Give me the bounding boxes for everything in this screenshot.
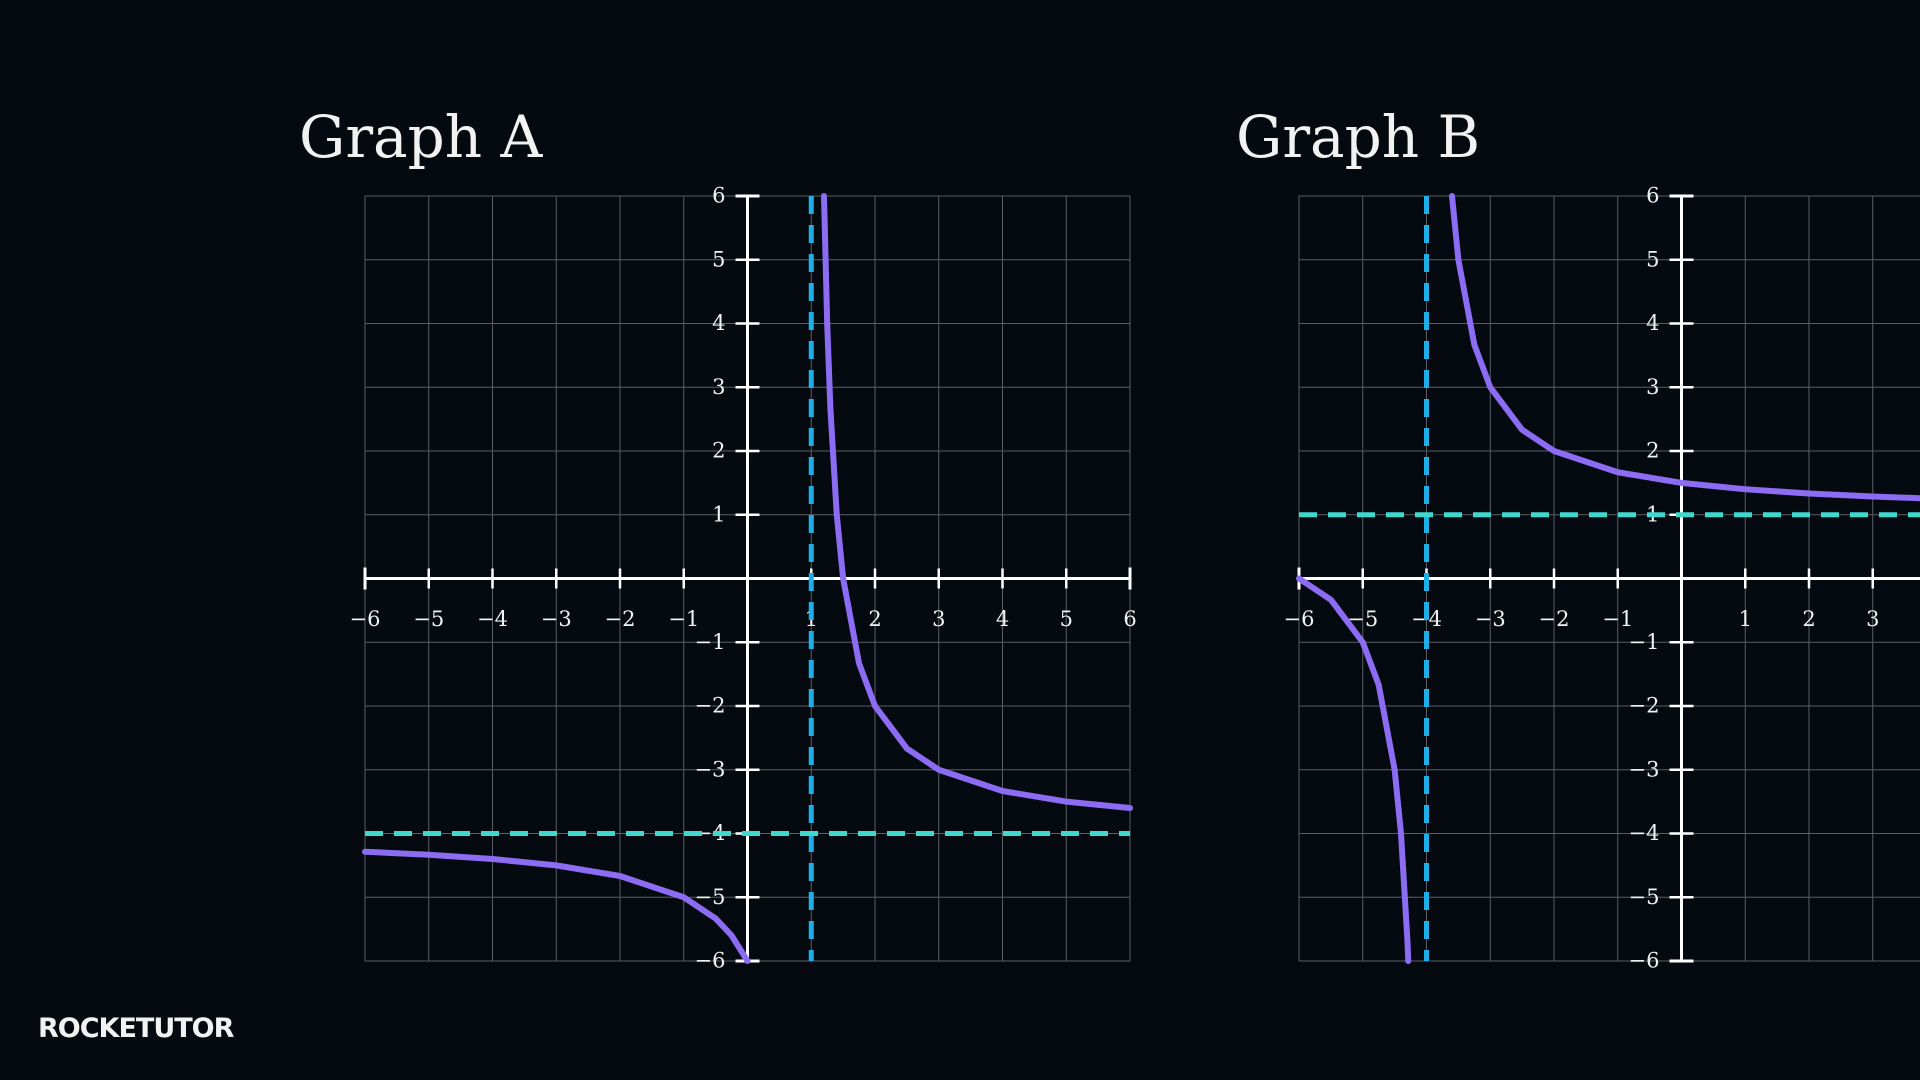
y-tick-label: 3: [1646, 375, 1659, 399]
y-tick-label: 6: [1646, 184, 1659, 208]
y-tick-label: −4: [1629, 821, 1660, 845]
y-tick-label: −3: [1629, 757, 1660, 781]
y-tick-label: −3: [695, 757, 726, 781]
x-tick-label: −6: [350, 607, 381, 631]
y-tick-label: 6: [712, 184, 725, 208]
curve: [362, 193, 1133, 964]
x-tick-label: −3: [541, 607, 572, 631]
x-tick-label: −2: [605, 607, 636, 631]
x-tick-label: −1: [1602, 607, 1633, 631]
y-tick-label: −6: [1629, 949, 1660, 973]
chart: Graph A−6−5−4−3−2−1123456−6−5−4−3−2−1123…: [299, 103, 1137, 973]
x-tick-label: −5: [413, 607, 444, 631]
x-tick-label: 2: [1802, 607, 1815, 631]
x-tick-label: 4: [996, 607, 1009, 631]
x-tick-label: 2: [868, 607, 881, 631]
y-tick-label: 1: [712, 502, 725, 526]
x-tick-label: −2: [1539, 607, 1570, 631]
y-tick-label: 5: [712, 247, 725, 271]
chart-title: Graph B: [1236, 103, 1480, 171]
y-tick-label: 4: [712, 311, 725, 335]
y-tick-label: 2: [1646, 439, 1659, 463]
y-tick-label: 2: [712, 439, 725, 463]
x-tick-label: 5: [1060, 607, 1073, 631]
y-tick-label: −1: [695, 630, 726, 654]
y-tick-label: −5: [1629, 885, 1660, 909]
y-tick-label: −6: [695, 949, 726, 973]
y-tick-label: −1: [1629, 630, 1660, 654]
brand-logo: ROCKETUTOR: [38, 1013, 235, 1044]
y-tick-label: 5: [1646, 247, 1659, 271]
x-tick-label: 1: [1739, 607, 1752, 631]
y-tick-label: −2: [1629, 694, 1660, 718]
curve: [1296, 193, 1920, 964]
x-tick-label: −3: [1475, 607, 1506, 631]
chart-title: Graph A: [299, 103, 544, 171]
x-tick-label: −4: [477, 607, 508, 631]
y-tick-label: −2: [695, 694, 726, 718]
x-tick-label: 3: [1866, 607, 1879, 631]
x-tick-label: 3: [932, 607, 945, 631]
x-tick-label: 6: [1123, 607, 1136, 631]
x-tick-label: −6: [1284, 607, 1315, 631]
y-tick-label: 4: [1646, 311, 1659, 335]
y-tick-label: 3: [712, 375, 725, 399]
x-tick-label: −1: [668, 607, 699, 631]
